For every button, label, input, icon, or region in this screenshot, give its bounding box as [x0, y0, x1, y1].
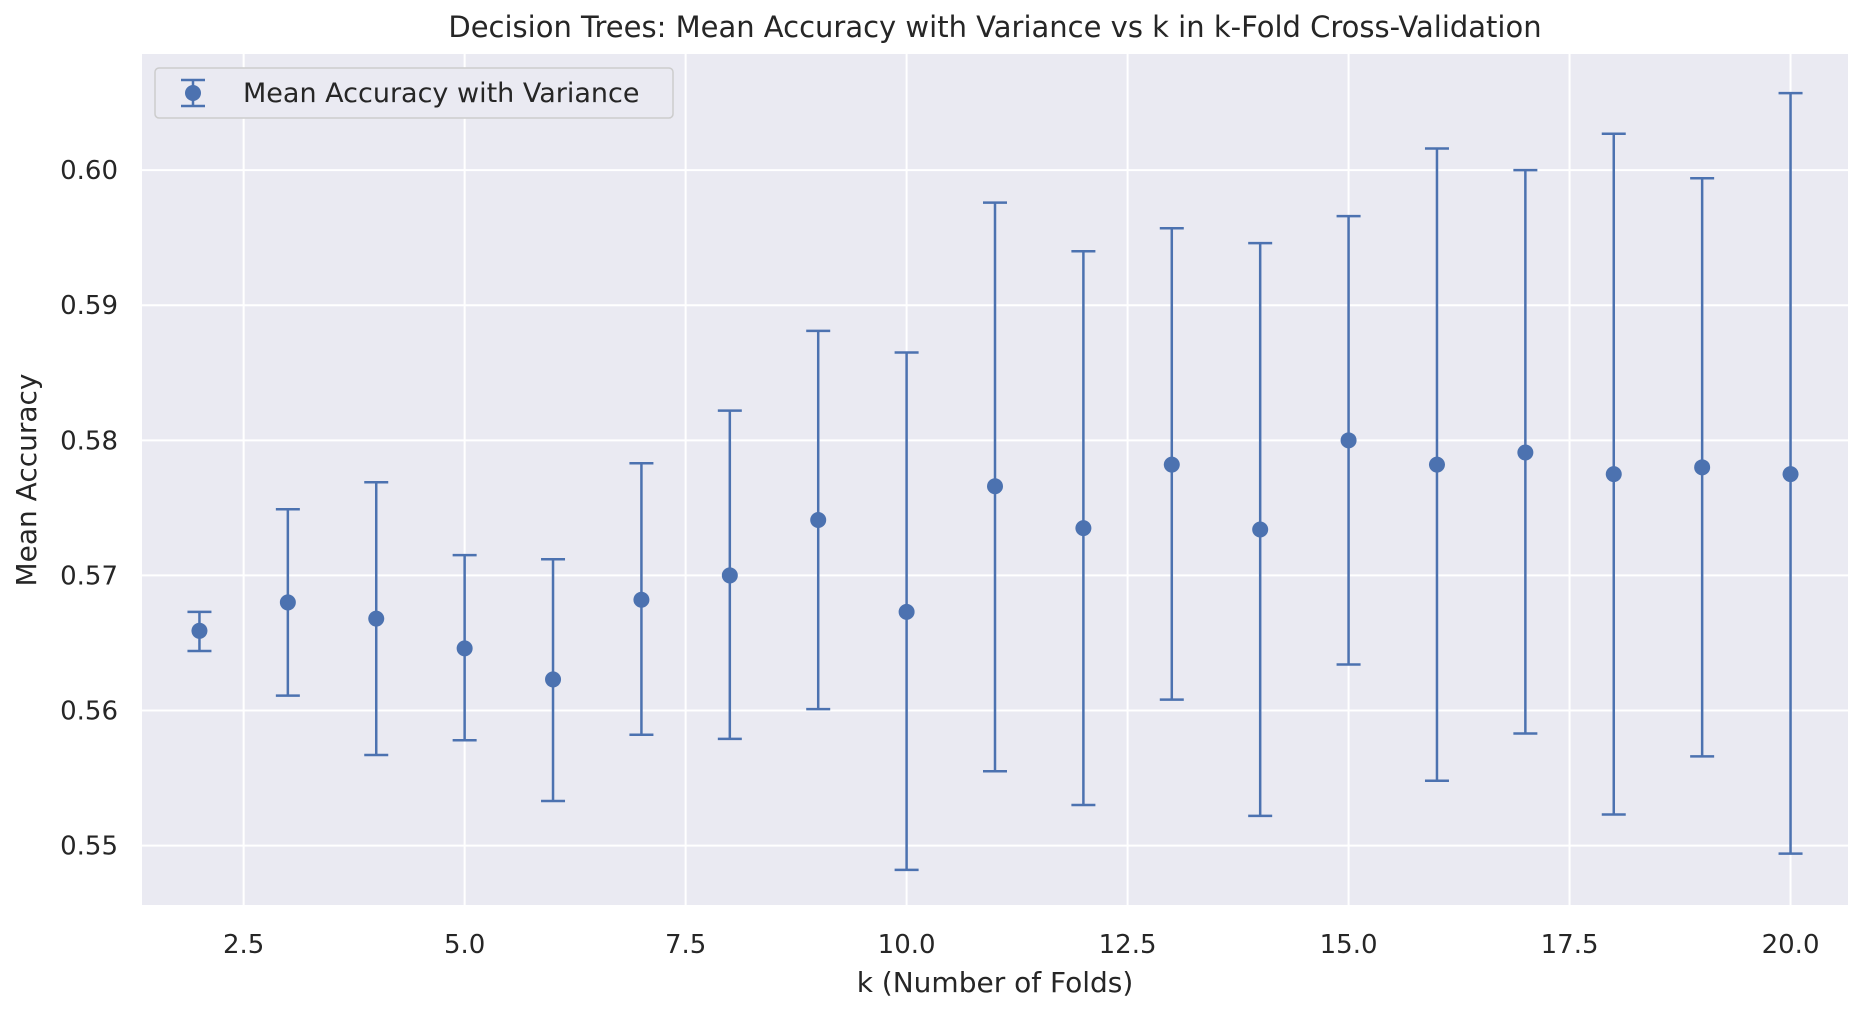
- error-bar-point: [983, 201, 1007, 773]
- data-point: [1605, 466, 1622, 483]
- error-bar-point: [1778, 91, 1803, 855]
- legend-point-marker: [185, 85, 201, 101]
- x-tick-label: 5.0: [444, 930, 485, 960]
- error-bar-point: [187, 610, 212, 653]
- data-point: [898, 603, 915, 620]
- x-tick-label: 10.0: [878, 930, 936, 960]
- y-tick-label: 0.60: [60, 156, 118, 186]
- data-point: [633, 591, 650, 608]
- data-point: [191, 622, 208, 639]
- y-tick-label: 0.58: [60, 426, 118, 456]
- data-point: [1694, 459, 1711, 476]
- data-point: [1517, 444, 1534, 461]
- x-tick-label: 17.5: [1541, 930, 1599, 960]
- legend-frame: [154, 67, 674, 119]
- legend-label: Mean Accuracy with Variance: [243, 78, 640, 109]
- error-bar-point: [1690, 177, 1715, 758]
- y-tick-label: 0.55: [60, 832, 118, 862]
- error-bar-point: [894, 351, 919, 872]
- data-point: [1340, 432, 1357, 449]
- error-bar-point: [1336, 214, 1361, 666]
- error-bar-point: [541, 557, 566, 803]
- error-bar-point: [452, 553, 477, 742]
- y-axis-label: Mean Accuracy: [10, 373, 43, 586]
- error-bar-point: [717, 409, 742, 741]
- data-point: [368, 610, 385, 627]
- data-point: [987, 478, 1003, 495]
- y-tick-label: 0.59: [60, 291, 118, 321]
- data-point: [1428, 456, 1445, 473]
- error-bar-point: [1248, 241, 1273, 818]
- error-bar-point: [1159, 227, 1184, 701]
- y-axis-ticks: 0.55 0.56 0.57 0.58 0.59 0.60: [60, 156, 118, 861]
- data-point: [1075, 520, 1092, 537]
- x-tick-label: 12.5: [1099, 930, 1157, 960]
- error-bar-point: [806, 329, 831, 711]
- x-tick-label: 20.0: [1762, 930, 1820, 960]
- error-bar-point: [275, 507, 300, 697]
- data-point: [545, 671, 562, 688]
- error-bar-point: [1601, 132, 1626, 816]
- error-bar-point: [1513, 168, 1538, 735]
- error-bar-point: [364, 480, 389, 757]
- legend: Mean Accuracy with Variance: [154, 67, 674, 119]
- error-bar-point: [1071, 249, 1096, 807]
- y-tick-label: 0.56: [60, 696, 118, 726]
- data-series: [187, 91, 1803, 872]
- data-point: [1252, 521, 1269, 538]
- data-point: [279, 594, 296, 611]
- data-point: [810, 512, 827, 529]
- error-bar-point: [629, 462, 654, 737]
- y-tick-label: 0.57: [60, 561, 118, 591]
- data-point: [1163, 456, 1180, 473]
- data-point: [721, 567, 738, 584]
- x-tick-label: 7.5: [665, 930, 706, 960]
- data-point: [1782, 466, 1799, 483]
- x-tick-label: 15.0: [1320, 930, 1378, 960]
- x-tick-label: 2.5: [223, 930, 264, 960]
- error-bar-point: [1424, 147, 1449, 782]
- chart-title: Decision Trees: Mean Accuracy with Varia…: [448, 10, 1541, 44]
- x-axis-ticks: 2.5 5.0 7.5 10.0 12.5 15.0 17.5 20.0: [223, 930, 1820, 960]
- data-point: [456, 640, 473, 657]
- x-axis-label: k (Number of Folds): [857, 966, 1134, 999]
